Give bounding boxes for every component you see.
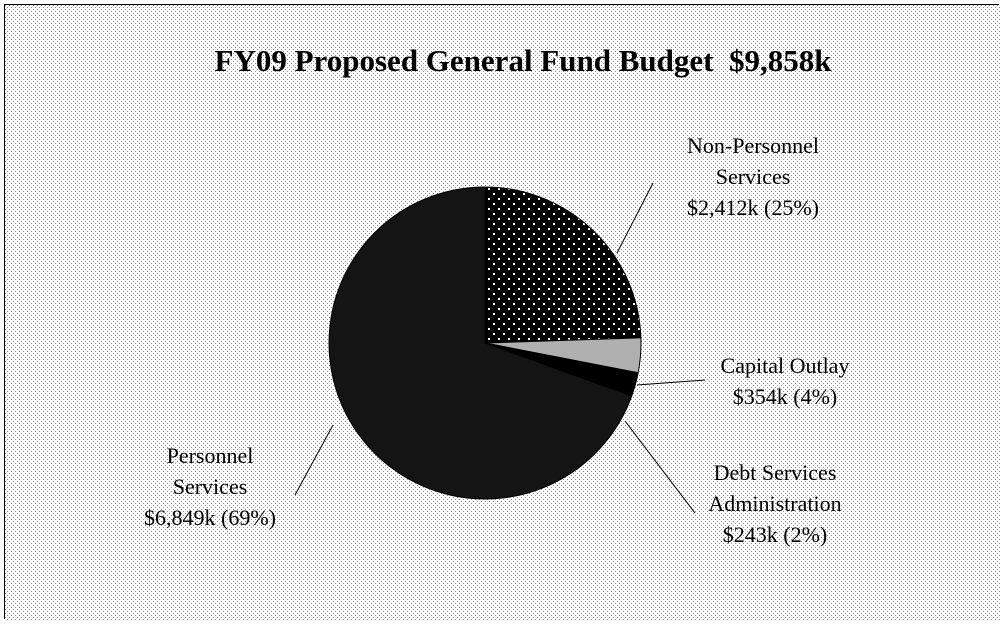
slice-label-line: Services <box>173 474 248 499</box>
slice-label-line: $6,849k (69%) <box>144 505 276 530</box>
slice-labels: Non-Personnel Services $2,412k (25%) Capita… <box>144 133 849 547</box>
slice-label-line: $243k (2%) <box>723 522 827 547</box>
slice-label-line: Services <box>716 164 791 189</box>
leader-line <box>636 379 706 386</box>
chart-frame: FY09 Proposed General Fund Budget $9,858… <box>4 4 1000 620</box>
slice-label-line: Personnel <box>167 443 254 468</box>
slice-label: Non-Personnel Services $2,412k (25%) <box>687 133 819 220</box>
pie-slice-personnel-services <box>328 186 633 500</box>
slice-label-line: $354k (4%) <box>733 384 837 409</box>
slice-label-line: Capital Outlay <box>721 353 850 378</box>
slice-label: Capital Outlay $354k (4%) <box>721 353 850 409</box>
slice-label-line: Non-Personnel <box>687 133 819 158</box>
slice-label-line: $2,412k (25%) <box>687 195 819 220</box>
leader-line <box>294 424 334 496</box>
pie-slice-non-personnel-services <box>484 186 642 344</box>
slice-label-line: Administration <box>708 491 841 516</box>
leader-line <box>616 182 654 254</box>
chart-title: FY09 Proposed General Fund Budget $9,858… <box>215 43 833 78</box>
pie-chart: FY09 Proposed General Fund Budget $9,858… <box>5 5 1000 620</box>
slice-label: Personnel Services $6,849k (69%) <box>144 443 276 530</box>
pie-slices <box>328 186 642 500</box>
slice-label-line: Debt Services <box>714 460 837 485</box>
slice-label: Debt Services Administration $243k (2%) <box>708 460 841 547</box>
leader-line <box>624 420 696 514</box>
